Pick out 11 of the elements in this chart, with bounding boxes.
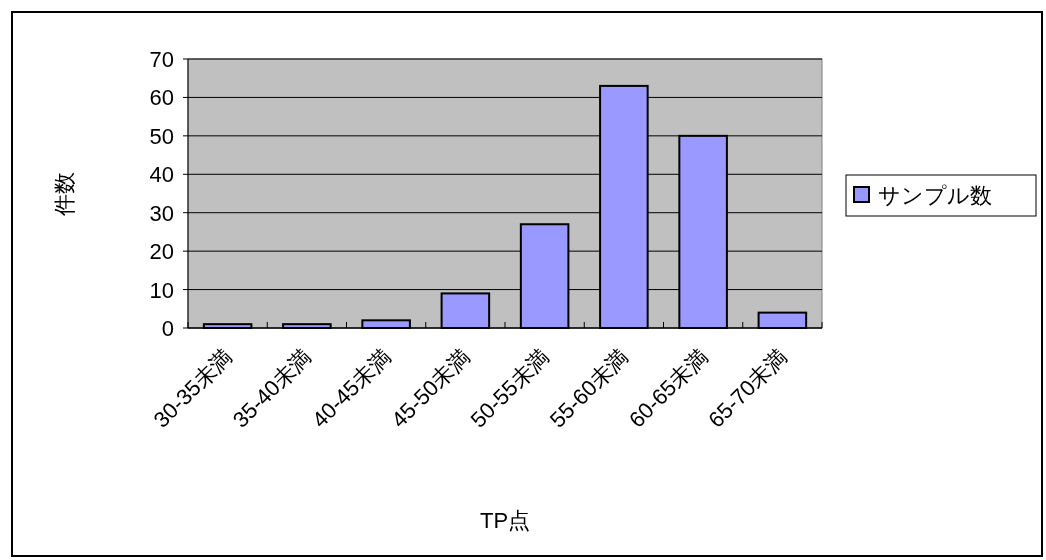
y-axis-title: 件数 [52, 171, 77, 216]
y-tick-label: 10 [149, 277, 174, 303]
y-tick-label: 20 [149, 239, 174, 265]
legend-label: サンプル数 [878, 183, 992, 208]
y-tick-label: 30 [149, 200, 174, 226]
y-tick-label: 70 [149, 47, 174, 72]
y-tick-label: 40 [149, 162, 174, 188]
y-tick-label: 50 [149, 123, 174, 149]
y-tick-label: 60 [149, 85, 174, 111]
y-tick-label: 0 [161, 316, 174, 341]
x-axis-title: TP点 [479, 508, 531, 533]
